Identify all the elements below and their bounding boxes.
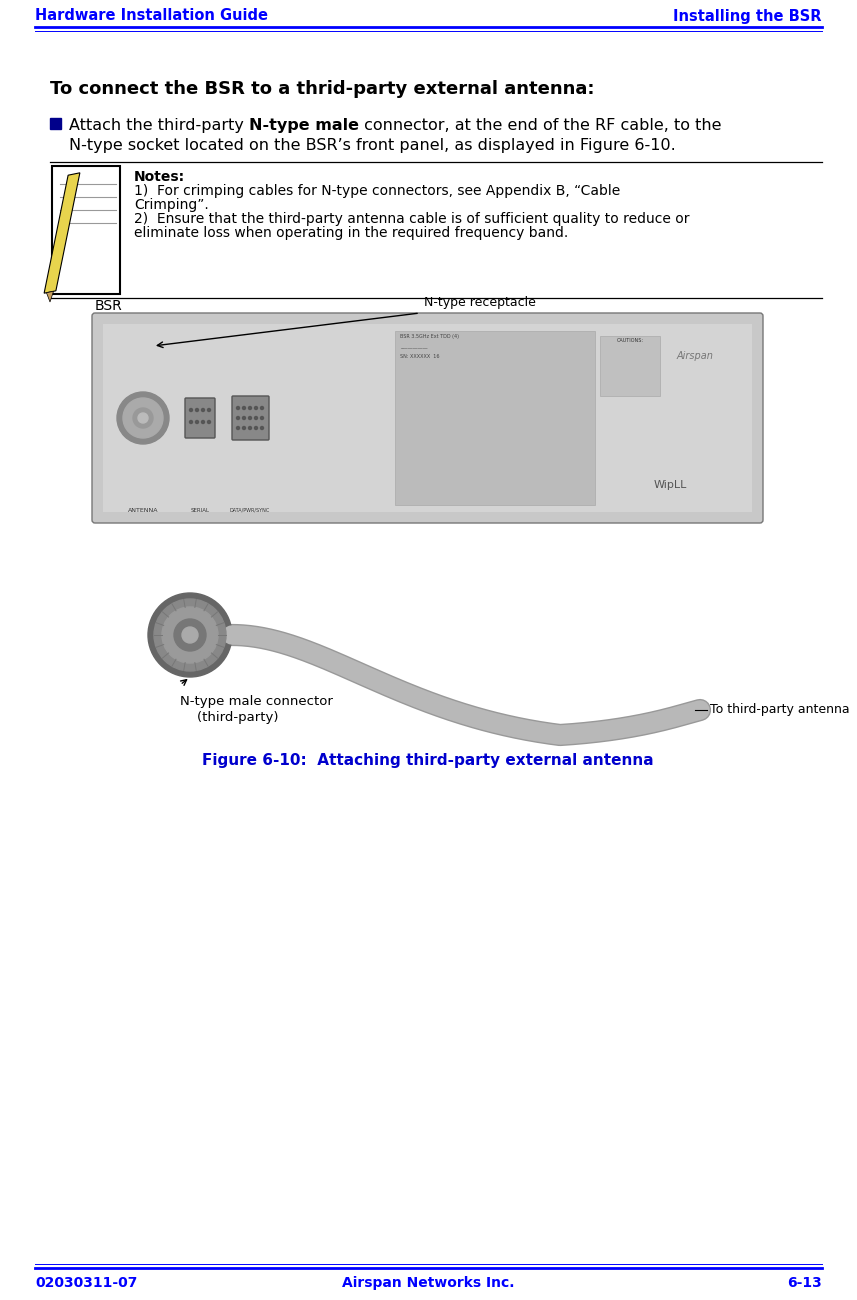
Circle shape <box>249 407 251 410</box>
Text: To connect the BSR to a thrid-party external antenna:: To connect the BSR to a thrid-party exte… <box>50 81 595 98</box>
Circle shape <box>261 407 263 410</box>
Text: 6-13: 6-13 <box>788 1277 822 1290</box>
Bar <box>103 324 752 512</box>
FancyBboxPatch shape <box>232 396 269 439</box>
Text: ANTENNA: ANTENNA <box>128 508 159 514</box>
Text: 1)  For crimping cables for N-type connectors, see Appendix B, “Cable: 1) For crimping cables for N-type connec… <box>134 185 620 198</box>
Circle shape <box>243 407 245 410</box>
Circle shape <box>148 593 232 677</box>
Text: connector, at the end of the RF cable, to the: connector, at the end of the RF cable, t… <box>359 118 722 133</box>
Text: Installing the BSR: Installing the BSR <box>674 9 822 23</box>
Circle shape <box>133 408 153 428</box>
Circle shape <box>255 416 257 420</box>
Circle shape <box>249 416 251 420</box>
Text: SERIAL: SERIAL <box>190 508 209 514</box>
Circle shape <box>195 420 199 424</box>
Text: N-type male connector
    (third-party): N-type male connector (third-party) <box>180 696 333 724</box>
Text: Hardware Installation Guide: Hardware Installation Guide <box>35 9 268 23</box>
Text: WipLL: WipLL <box>653 480 686 490</box>
Bar <box>600 335 660 396</box>
Text: N-type socket located on the BSR’s front panel, as displayed in Figure 6-10.: N-type socket located on the BSR’s front… <box>69 138 676 153</box>
Text: Attach the third-party: Attach the third-party <box>69 118 249 133</box>
Text: ___________: ___________ <box>400 344 428 348</box>
Circle shape <box>201 420 205 424</box>
Text: 2)  Ensure that the third-party antenna cable is of sufficient quality to reduce: 2) Ensure that the third-party antenna c… <box>134 212 690 226</box>
Text: SN: XXXXXX  16: SN: XXXXXX 16 <box>400 354 440 359</box>
Bar <box>52 166 120 294</box>
Circle shape <box>207 408 211 412</box>
Text: Airspan Networks Inc.: Airspan Networks Inc. <box>342 1277 514 1290</box>
Circle shape <box>201 408 205 412</box>
Circle shape <box>255 407 257 410</box>
Circle shape <box>237 407 239 410</box>
Text: Figure 6-10:  Attaching third-party external antenna: Figure 6-10: Attaching third-party exter… <box>202 753 654 767</box>
Circle shape <box>261 416 263 420</box>
Text: eliminate loss when operating in the required frequency band.: eliminate loss when operating in the req… <box>134 226 568 240</box>
Circle shape <box>237 426 239 429</box>
FancyBboxPatch shape <box>92 313 763 523</box>
Circle shape <box>261 426 263 429</box>
Bar <box>50 118 61 129</box>
Text: BSR: BSR <box>95 299 123 313</box>
Circle shape <box>243 416 245 420</box>
Circle shape <box>195 408 199 412</box>
Circle shape <box>189 408 193 412</box>
Circle shape <box>138 413 148 423</box>
Polygon shape <box>44 173 80 294</box>
Circle shape <box>243 426 245 429</box>
Text: Airspan: Airspan <box>676 351 713 361</box>
Text: N-type receptacle: N-type receptacle <box>424 296 536 309</box>
Circle shape <box>154 599 226 671</box>
Circle shape <box>174 619 206 651</box>
Circle shape <box>249 426 251 429</box>
Text: N-type male: N-type male <box>249 118 359 133</box>
Text: CAUTIONS:: CAUTIONS: <box>616 338 644 343</box>
Circle shape <box>189 420 193 424</box>
Circle shape <box>237 416 239 420</box>
Text: 02030311-07: 02030311-07 <box>35 1277 137 1290</box>
FancyBboxPatch shape <box>185 398 215 438</box>
Polygon shape <box>46 291 53 302</box>
Text: DATA/PWR/SYNC: DATA/PWR/SYNC <box>230 508 270 514</box>
Text: BSR 3.5GHz Ext TDD (4): BSR 3.5GHz Ext TDD (4) <box>400 334 459 339</box>
Circle shape <box>162 607 218 663</box>
Circle shape <box>117 393 169 445</box>
Circle shape <box>182 627 198 644</box>
Text: To third-party antenna: To third-party antenna <box>710 703 849 716</box>
Text: Crimping”.: Crimping”. <box>134 198 209 212</box>
Circle shape <box>207 420 211 424</box>
Circle shape <box>123 398 163 438</box>
Circle shape <box>255 426 257 429</box>
Bar <box>395 332 595 504</box>
Text: Notes:: Notes: <box>134 170 185 185</box>
